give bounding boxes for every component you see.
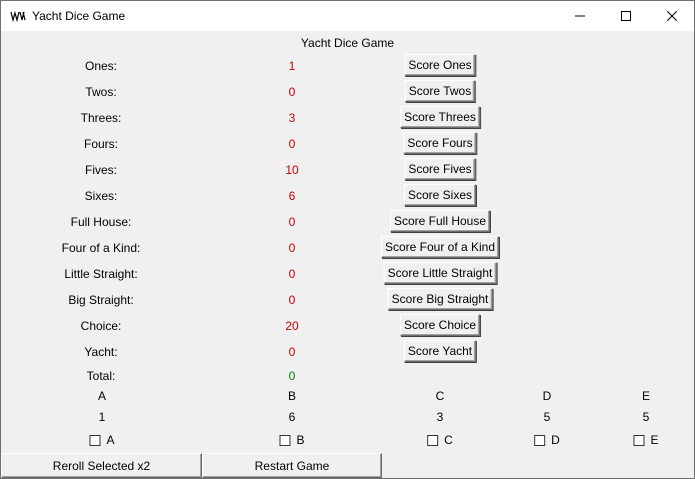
- category-score-twos: 0: [288, 85, 296, 99]
- title-bar[interactable]: Yacht Dice Game: [1, 1, 694, 31]
- die-value-e: 5: [642, 410, 650, 424]
- close-button[interactable]: [649, 1, 695, 31]
- hold-checkbox-b[interactable]: B: [279, 433, 305, 447]
- die-name-e: E: [641, 389, 650, 403]
- total-value: 0: [288, 369, 296, 383]
- checkbox-box[interactable]: [633, 434, 645, 446]
- reroll-button[interactable]: Reroll Selected x2: [1, 453, 202, 478]
- die-name-d: D: [542, 389, 552, 403]
- score-yacht-button[interactable]: Score Yacht: [403, 340, 477, 362]
- category-label-fives: Fives:: [84, 163, 117, 177]
- maximize-icon: [621, 11, 631, 21]
- category-score-big-straight: 0: [288, 293, 296, 307]
- category-label-sixes: Sixes:: [84, 189, 118, 203]
- score-big-straight-button[interactable]: Score Big Straight: [387, 288, 493, 310]
- category-label-yacht: Yacht:: [84, 345, 118, 359]
- checkbox-label: D: [551, 433, 560, 447]
- category-label-little-straight: Little Straight:: [64, 267, 138, 281]
- die-name-a: A: [97, 389, 106, 403]
- maximize-button[interactable]: [603, 1, 649, 31]
- category-score-fives: 10: [285, 163, 299, 177]
- category-label-ones: Ones:: [84, 59, 117, 73]
- category-score-yacht: 0: [288, 345, 296, 359]
- score-sixes-button[interactable]: Score Sixes: [403, 184, 477, 206]
- category-score-choice: 20: [285, 319, 299, 333]
- score-ones-button[interactable]: Score Ones: [404, 54, 476, 76]
- checkbox-box[interactable]: [427, 434, 439, 446]
- category-score-full-house: 0: [288, 215, 296, 229]
- checkbox-box[interactable]: [534, 434, 546, 446]
- category-label-four-of-a-kind: Four of a Kind:: [61, 241, 141, 255]
- score-fours-button[interactable]: Score Fours: [403, 132, 477, 154]
- score-twos-button[interactable]: Score Twos: [404, 80, 476, 102]
- checkbox-box[interactable]: [89, 434, 101, 446]
- checkbox-label: B: [296, 433, 305, 447]
- category-score-threes: 3: [288, 111, 296, 125]
- category-label-fours: Fours:: [83, 137, 118, 151]
- hold-checkbox-d[interactable]: D: [534, 433, 560, 447]
- die-value-d: 5: [543, 410, 551, 424]
- die-value-c: 3: [436, 410, 444, 424]
- minimize-button[interactable]: [557, 1, 603, 31]
- score-fives-button[interactable]: Score Fives: [404, 158, 476, 180]
- category-label-twos: Twos:: [85, 85, 117, 99]
- die-value-a: 1: [98, 410, 106, 424]
- checkbox-label: A: [106, 433, 115, 447]
- hold-checkbox-c[interactable]: C: [427, 433, 453, 447]
- score-choice-button[interactable]: Score Choice: [399, 314, 481, 336]
- feather-icon: [10, 10, 26, 22]
- game-heading: Yacht Dice Game: [300, 36, 395, 50]
- category-score-fours: 0: [288, 137, 296, 151]
- die-value-b: 6: [288, 410, 296, 424]
- checkbox-box[interactable]: [279, 434, 291, 446]
- score-full-house-button[interactable]: Score Full House: [389, 210, 491, 232]
- restart-button[interactable]: Restart Game: [202, 453, 382, 478]
- category-score-four-of-a-kind: 0: [288, 241, 296, 255]
- game-panel: Yacht Dice Game Ones: 1 Score Ones Twos:…: [1, 32, 694, 478]
- checkbox-label: E: [650, 433, 659, 447]
- score-four-of-a-kind-button[interactable]: Score Four of a Kind: [380, 236, 500, 258]
- die-name-b: B: [287, 389, 296, 403]
- window-title: Yacht Dice Game: [32, 9, 126, 23]
- category-score-sixes: 6: [288, 189, 296, 203]
- close-icon: [667, 11, 677, 21]
- hold-checkbox-a[interactable]: A: [89, 433, 115, 447]
- die-name-c: C: [435, 389, 445, 403]
- checkbox-label: C: [444, 433, 453, 447]
- category-label-big-straight: Big Straight:: [68, 293, 134, 307]
- category-label-threes: Threes:: [80, 111, 122, 125]
- score-little-straight-button[interactable]: Score Little Straight: [383, 262, 497, 284]
- category-label-choice: Choice:: [80, 319, 122, 333]
- minimize-icon: [575, 15, 585, 17]
- score-threes-button[interactable]: Score Threes: [400, 106, 480, 128]
- total-label: Total:: [86, 369, 116, 383]
- category-score-ones: 1: [288, 59, 296, 73]
- category-label-full-house: Full House:: [70, 215, 132, 229]
- category-score-little-straight: 0: [288, 267, 296, 281]
- hold-checkbox-e[interactable]: E: [633, 433, 659, 447]
